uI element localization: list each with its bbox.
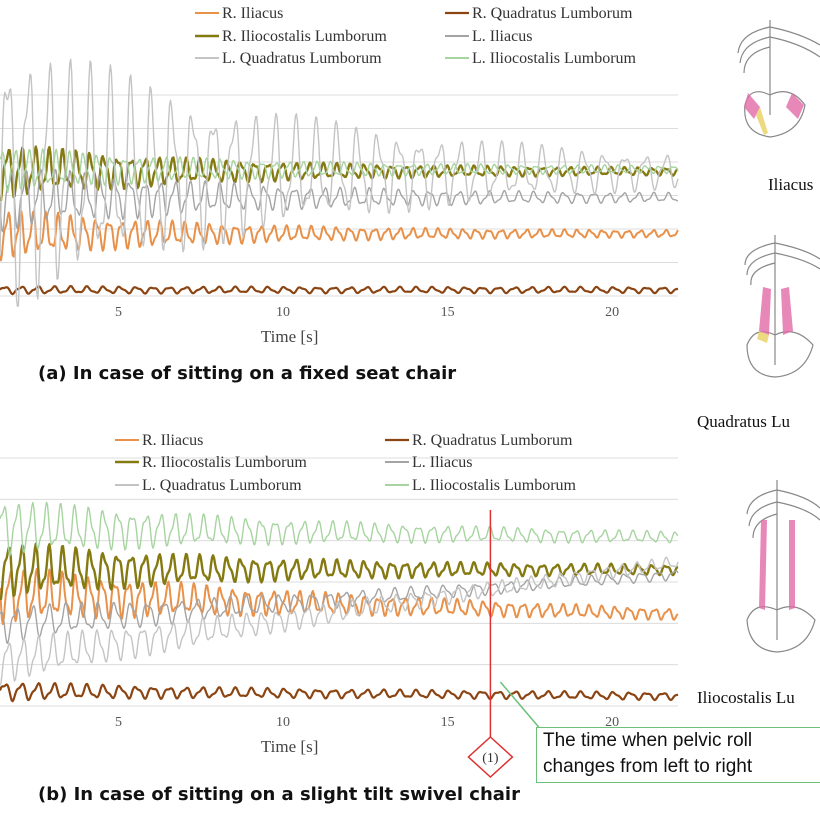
iliacus-illustration (737, 20, 820, 138)
anatomy-label-quadratus-lumborum: Quadratus Lu (697, 412, 791, 431)
legend-label: L. Quadratus Lumborum (142, 477, 302, 494)
chart-b-swivel-chair: 5 10 15 20 Time [s] R. Iliacus R. Quadratus Lu… (0, 432, 679, 779)
pelvic-roll-annotation: The time when pelvic roll changes from l… (536, 727, 820, 783)
annotation-line-2: changes from left to right (543, 756, 753, 777)
x-tick-label: 10 (276, 305, 290, 320)
quadratus-lumborum-illustration (744, 235, 820, 378)
anatomy-label-iliacus: Iliacus (768, 175, 814, 194)
x-axis-label: Time [s] (261, 327, 318, 346)
x-tick-label: 5 (115, 715, 122, 730)
series-line (0, 682, 679, 703)
annotation-line-1: The time when pelvic roll (543, 730, 753, 751)
legend-label: R. Iliacus (222, 5, 283, 22)
series-line (0, 284, 679, 296)
series-line (0, 148, 679, 194)
x-tick-label: 20 (605, 715, 619, 730)
series-line (0, 58, 679, 307)
anatomy-label-iliocostalis-lumborum: Iliocostalis Lu (697, 688, 795, 707)
x-axis-label: Time [s] (261, 737, 318, 756)
legend-label: R. Iliocostalis Lumborum (142, 454, 307, 471)
legend-label: L. Iliocostalis Lumborum (472, 50, 637, 67)
series-line (0, 168, 679, 233)
iliocostalis-lumborum-illustration (746, 480, 820, 653)
series-line (0, 501, 679, 557)
legend-label: R. Quadratus Lumborum (412, 432, 573, 449)
x-tick-label: 15 (441, 305, 455, 320)
x-tick-label: 5 (115, 305, 122, 320)
series-line (0, 145, 679, 202)
x-tick-label: 10 (276, 715, 290, 730)
series-line (0, 556, 679, 686)
chart-a-fixed-seat: 5 10 15 20 Time [s] R. Iliacus R. Quadratus Lu… (0, 5, 679, 346)
legend-label: L. Iliacus (472, 28, 532, 45)
legend-label: L. Quadratus Lumborum (222, 50, 382, 67)
chart-b-caption: (b) In case of sitting on a slight tilt … (38, 784, 520, 805)
legend-label: R. Quadratus Lumborum (472, 5, 633, 22)
legend-label: L. Iliocostalis Lumborum (412, 477, 577, 494)
marker-diamond (467, 735, 514, 779)
chart-a-caption: (a) In case of sitting on a fixed seat c… (38, 363, 457, 384)
series-line (0, 542, 679, 601)
x-tick-label: 20 (605, 305, 619, 320)
legend-label: R. Iliacus (142, 432, 203, 449)
marker-label: (1) (482, 751, 499, 766)
legend-label: L. Iliacus (412, 454, 472, 471)
legend-label: R. Iliocostalis Lumborum (222, 28, 387, 45)
x-tick-label: 15 (441, 715, 455, 730)
series-line (0, 210, 679, 262)
